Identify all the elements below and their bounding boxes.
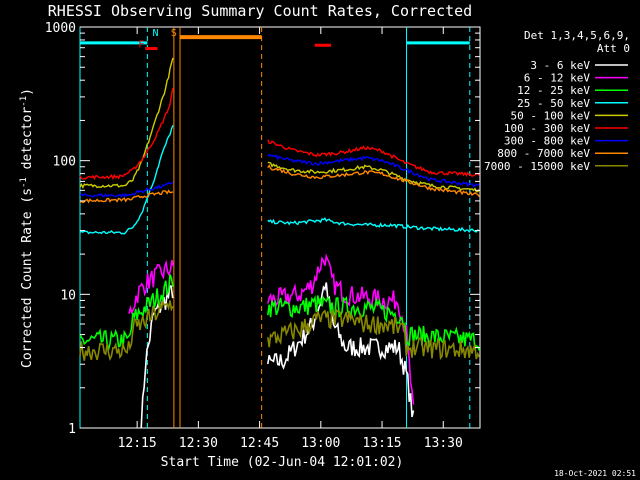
- y-label-sup1: -1: [19, 177, 29, 188]
- series-line-7-after: [267, 164, 480, 198]
- series-line-2-before: [79, 274, 174, 353]
- chart-title: RHESSI Observing Summary Count Rates, Co…: [48, 2, 472, 20]
- annotation-S: S: [171, 28, 177, 39]
- x-axis-ticks: 12:15 12:30 12:45 13:00 13:15 13:30: [118, 27, 463, 451]
- annotation-labels: FN S: [138, 28, 177, 51]
- series-line-6-before: [79, 181, 174, 199]
- x-tick-label: 12:15: [118, 436, 157, 451]
- legend-label: 300 - 800 keV: [504, 135, 590, 148]
- legend-label: 3 - 6 keV: [530, 59, 590, 72]
- series-line-2-after: [267, 294, 480, 351]
- x-tick-label: 12:30: [179, 436, 218, 451]
- y-label-sup2: -1: [19, 96, 29, 107]
- legend-label: 800 - 7000 keV: [497, 147, 590, 160]
- y-axis-ticks: 1 10 100 1000: [45, 21, 480, 437]
- legend-header-1: Det 1,3,4,5,6,9,: [524, 29, 630, 42]
- horizontal-bars: [80, 35, 470, 47]
- series-line-5-before: [79, 87, 174, 181]
- y-tick-label: 1000: [45, 21, 76, 36]
- legend-label: 100 - 300 keV: [504, 122, 590, 135]
- legend-header-2: Att 0: [597, 42, 630, 55]
- series-line-5-after: [267, 139, 480, 178]
- legend-label: 6 - 12 keV: [524, 72, 591, 85]
- series-line-3-before: [79, 124, 174, 235]
- y-axis-label: Corrected Count Rate (s-1 detector-1): [19, 88, 35, 368]
- annotation-F: F: [138, 40, 144, 51]
- timestamp: 18-Oct-2021 02:51: [554, 469, 636, 478]
- series-line-8-before: [79, 299, 174, 362]
- series-line-4-after: [267, 161, 480, 193]
- x-tick-label: 13:00: [301, 436, 340, 451]
- annotation-N: N: [152, 28, 158, 39]
- legend-label: 50 - 100 keV: [511, 109, 591, 122]
- y-tick-label: 10: [60, 288, 76, 303]
- series-line-4-before: [79, 57, 174, 189]
- legend-label: 7000 - 15000 keV: [484, 160, 590, 173]
- x-tick-label: 13:30: [424, 436, 463, 451]
- series-line-0-after: [267, 282, 415, 418]
- series-line-3-after: [267, 217, 480, 233]
- x-tick-label: 13:15: [362, 436, 401, 451]
- series-line-6-after: [267, 153, 480, 188]
- series-line-1-after: [267, 253, 415, 405]
- y-label-part3: ): [20, 88, 35, 96]
- series-lines: [79, 57, 480, 429]
- series-line-0-before: [140, 284, 174, 429]
- y-label-part1: Corrected Count Rate (s: [20, 188, 35, 368]
- vertical-markers: [79, 27, 471, 428]
- legend-label: 12 - 25 keV: [517, 84, 590, 97]
- y-tick-label: 100: [53, 155, 76, 170]
- x-axis-label: Start Time (02-Jun-04 12:01:02): [161, 455, 404, 470]
- legend-label: 25 - 50 keV: [517, 97, 590, 110]
- y-label-part2: detector: [20, 107, 35, 178]
- x-tick-label: 12:45: [240, 436, 279, 451]
- series-line-1-before: [128, 259, 175, 315]
- y-tick-label: 1: [68, 422, 76, 437]
- series-line-8-after: [267, 308, 480, 361]
- series-line-7-before: [79, 189, 174, 204]
